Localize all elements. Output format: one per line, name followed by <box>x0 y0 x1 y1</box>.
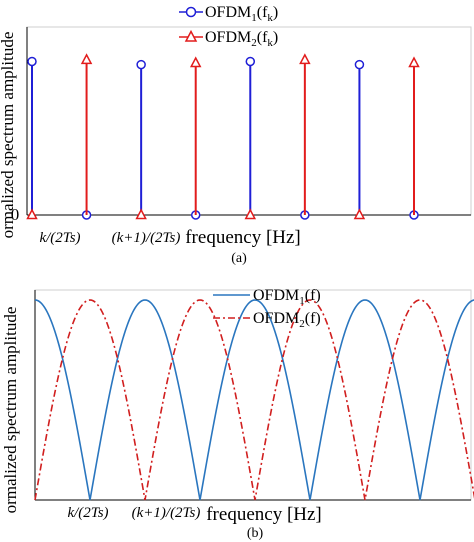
panel-b: ormalized spectrum amplitude OFDM1(f) OF… <box>1 287 474 541</box>
legend-a: OFDM1(fk) OFDM2(fk) <box>179 4 278 49</box>
stem-marker-s2-7 <box>408 56 420 68</box>
plot-a-xtick-2: (k+1)/(2Ts) <box>112 230 181 246</box>
plot-a-ytick-0: 0 <box>11 205 20 224</box>
panel-a-label: (a) <box>231 251 247 266</box>
panel-b-label: (b) <box>247 526 264 541</box>
legend-a-entry-2: OFDM2(fk) <box>205 29 278 49</box>
stem-marker-s2-5 <box>299 53 311 65</box>
stem-marker-s2-0 <box>26 208 38 220</box>
stem-marker-s2-1 <box>80 53 93 65</box>
legend-a-marker-2 <box>184 29 198 42</box>
curve-s1 <box>34 299 474 501</box>
curves-b <box>34 299 474 501</box>
plot-b-xtick-1: k/(2Ts) <box>67 505 108 521</box>
legend-a-marker-1 <box>185 6 197 18</box>
stems-a <box>26 53 420 220</box>
plot-a-frame <box>26 26 472 216</box>
plot-b-xtick-2: (k+1)/(2Ts) <box>132 505 201 521</box>
stem-marker-s2-3 <box>189 56 202 68</box>
stem-marker-s2-4 <box>244 208 257 220</box>
legend-b-entry-1: OFDM1(f) <box>253 287 321 307</box>
curve-s2 <box>34 299 474 501</box>
plot-a-ylabel: ormalized spectrum amplitude <box>0 32 17 239</box>
legend-a-entry-1: OFDM1(fk) <box>205 4 278 24</box>
plot-a-xtick-1: k/(2Ts) <box>39 230 80 246</box>
legend-b-entry-2: OFDM2(f) <box>253 310 321 330</box>
stem-marker-s1-6 <box>354 59 365 70</box>
stem-marker-s2-2 <box>135 208 147 220</box>
stem-marker-s2-6 <box>353 208 366 220</box>
stem-marker-s1-2 <box>136 59 146 70</box>
stem-marker-s1-4 <box>245 56 256 67</box>
plot-a-xlabel: frequency [Hz] <box>185 227 301 248</box>
stem-marker-s1-0 <box>27 56 37 67</box>
panel-a: ormalized spectrum amplitude 0 OFDM1(fk)… <box>0 4 472 266</box>
plot-b-ylabel: ormalized spectrum amplitude <box>1 307 20 514</box>
legend-b: OFDM1(f) OFDM2(f) <box>213 287 321 330</box>
plot-b-xlabel: frequency [Hz] <box>206 504 322 525</box>
